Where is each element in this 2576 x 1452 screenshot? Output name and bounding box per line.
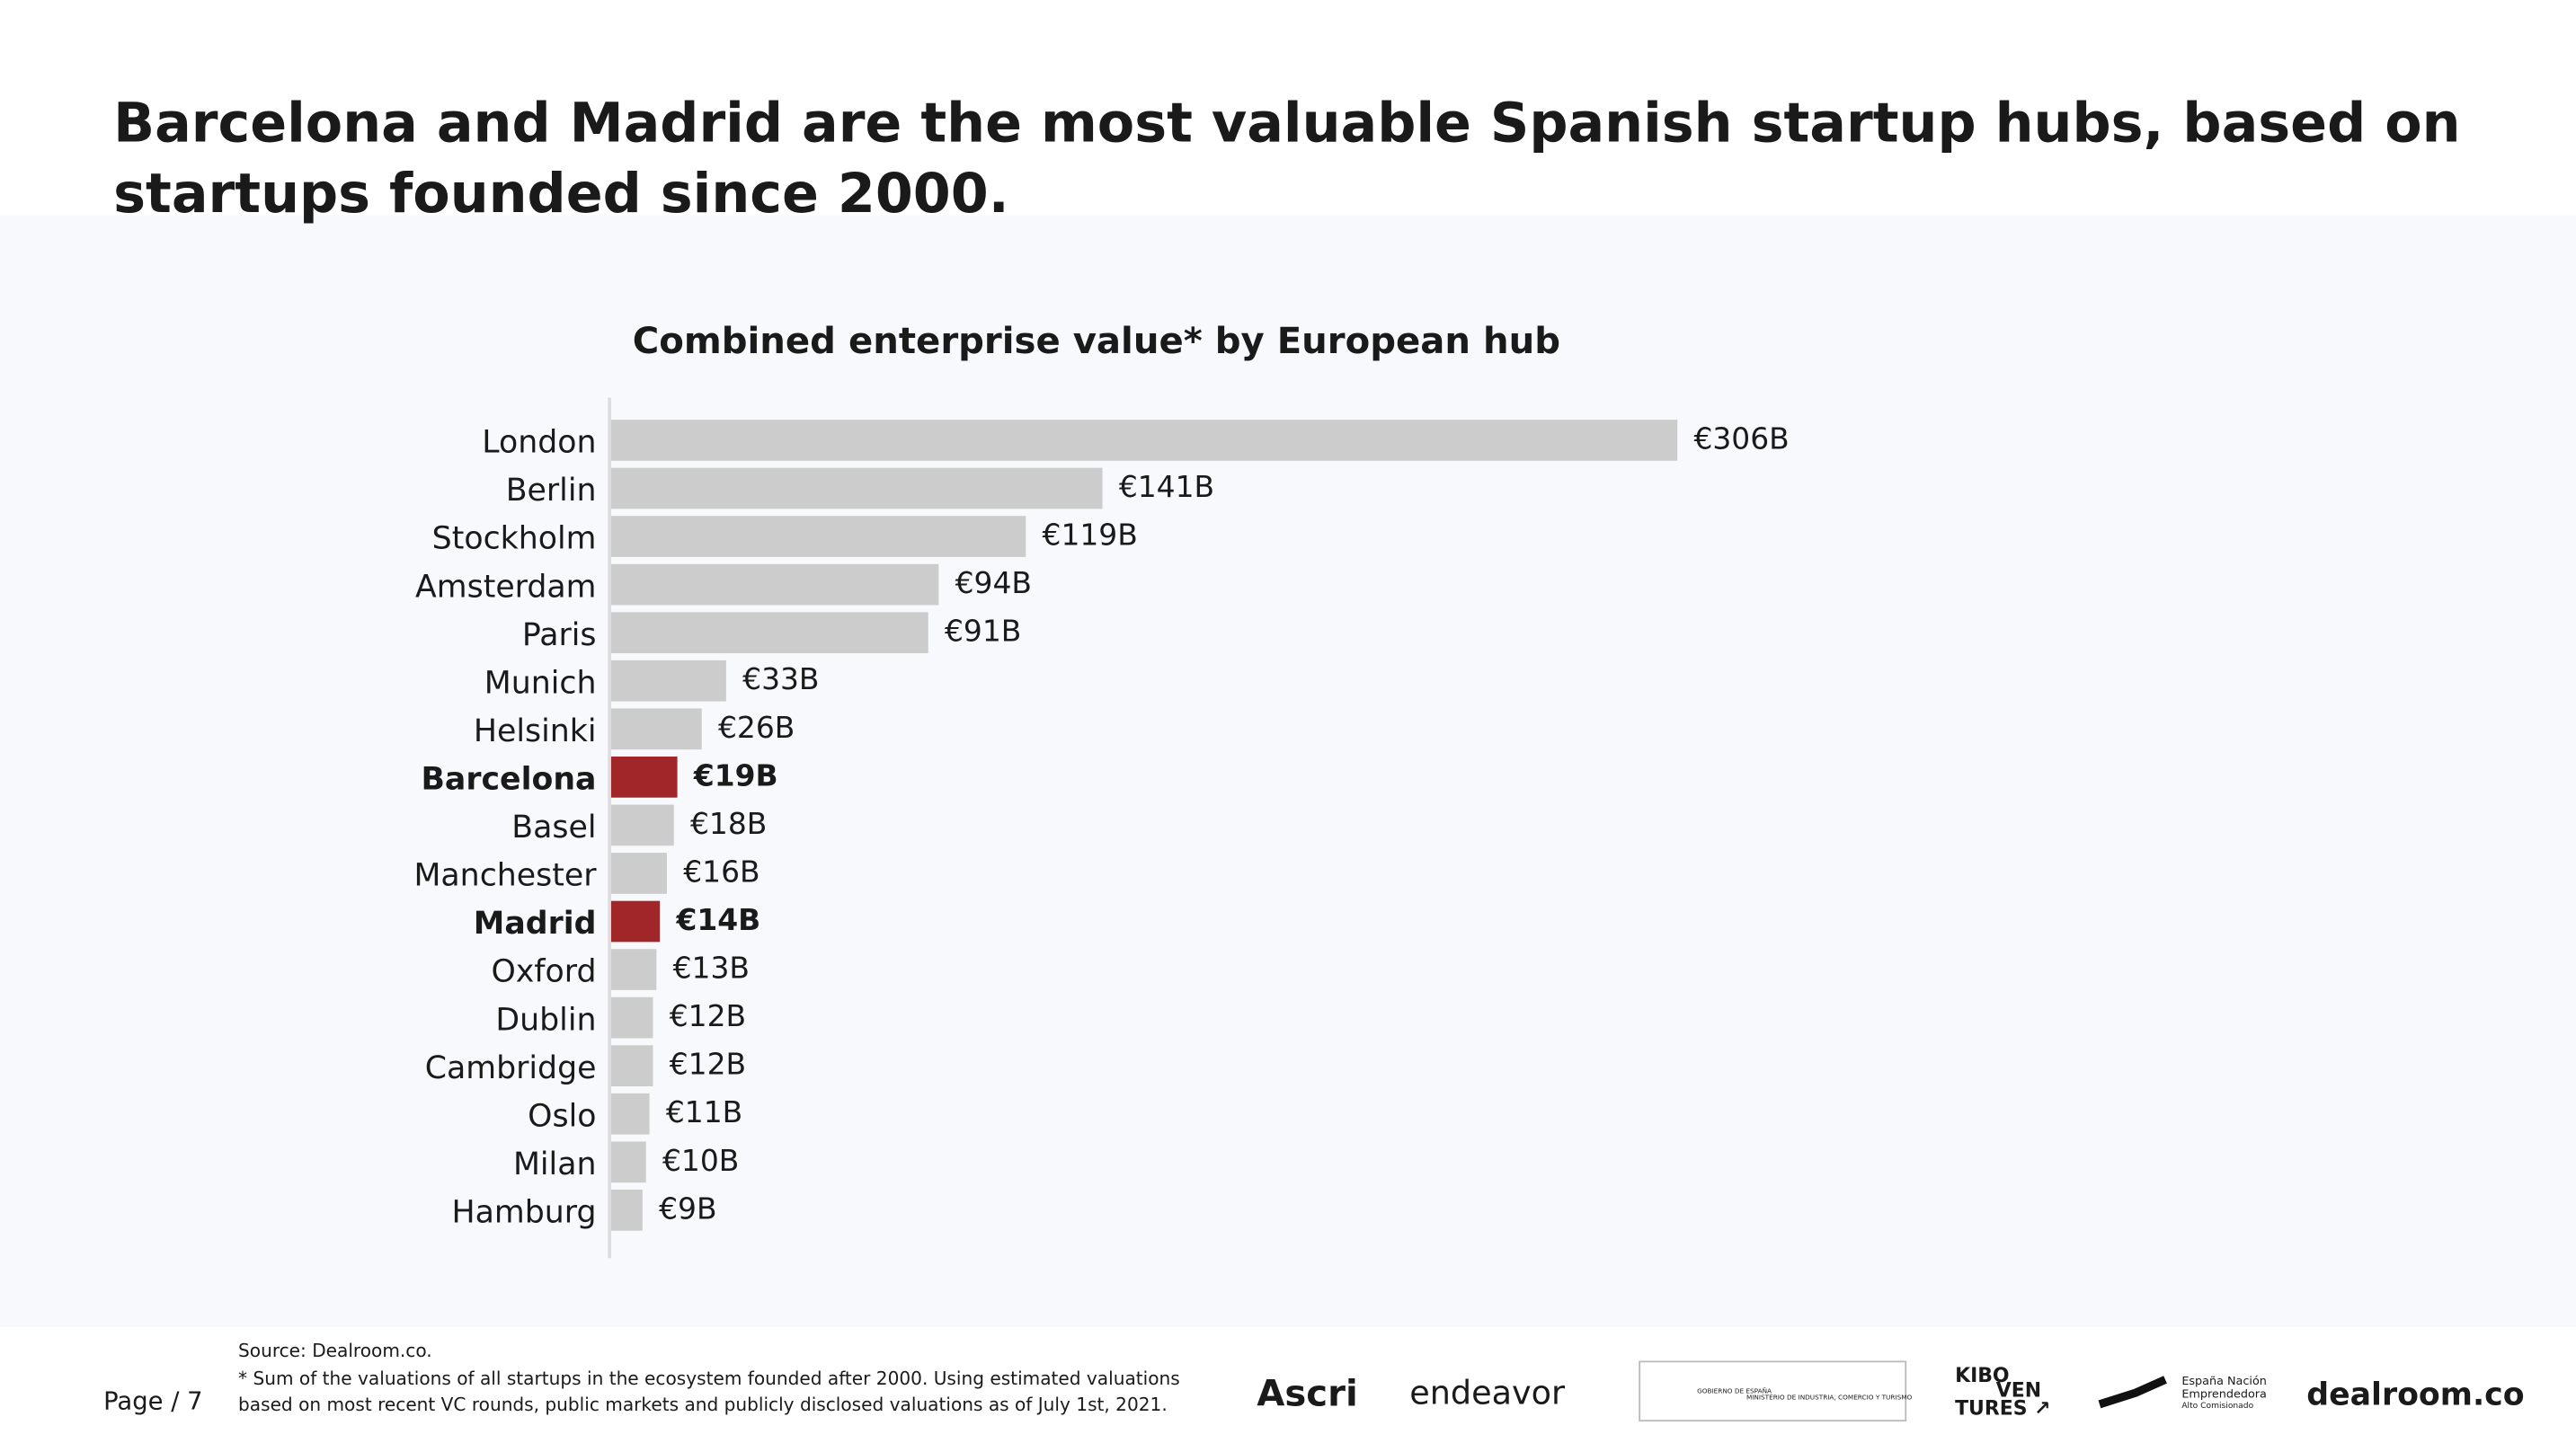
bar	[610, 660, 726, 702]
bar	[610, 853, 667, 894]
bar	[610, 516, 1026, 557]
bar	[610, 420, 1678, 461]
value-label: €10B	[662, 1143, 739, 1178]
value-label: €12B	[670, 1047, 746, 1082]
chart-title: Combined enterprise value* by European h…	[633, 321, 1560, 362]
bars: London €306B Berlin €141B Stockholm €119B Amst…	[413, 420, 1790, 1231]
value-label: €91B	[945, 614, 1021, 649]
page-title: startups founded since 2000.	[113, 163, 1009, 226]
logo: dealroom.co	[2306, 1377, 2524, 1413]
category-label: Madrid	[474, 906, 597, 942]
bar	[610, 708, 702, 750]
category-label: Berlin	[506, 473, 597, 509]
page-number: Page / 7	[103, 1388, 202, 1416]
bar	[610, 900, 661, 943]
bar	[610, 612, 928, 654]
logo: VEN	[1996, 1379, 2041, 1402]
category-label: Manchester	[413, 858, 597, 894]
value-label: €26B	[718, 710, 795, 745]
bar	[610, 756, 678, 798]
value-label: €119B	[1043, 518, 1138, 553]
bar	[610, 996, 653, 1039]
value-label: €19B	[693, 757, 778, 792]
value-label: €9B	[659, 1191, 716, 1226]
logo: GOBIERNO DE ESPAÑA	[1697, 1386, 1772, 1394]
logo: MINISTERIO DE INDUSTRIA, COMERCIO Y TURI…	[1746, 1394, 1913, 1402]
value-label: €14B	[675, 902, 760, 937]
value-label: €11B	[666, 1094, 742, 1129]
logo: KIBO	[1955, 1365, 2009, 1387]
value-label: €12B	[670, 998, 746, 1033]
category-label: Basel	[511, 810, 596, 846]
category-label: Oxford	[491, 954, 596, 990]
value-label: €16B	[683, 854, 759, 889]
bar	[610, 1093, 650, 1135]
note: based on most recent VC rounds, public m…	[238, 1394, 1168, 1415]
logo: Alto Comisionado	[2181, 1402, 2253, 1411]
logo: TURES ↗	[1955, 1397, 2050, 1420]
category-label: Paris	[522, 617, 597, 653]
bar	[610, 1189, 643, 1231]
logo: Ascri	[1257, 1374, 1357, 1415]
value-label: €141B	[1119, 469, 1214, 504]
bar	[610, 1141, 646, 1183]
bar	[610, 467, 1103, 509]
bar	[610, 1045, 653, 1087]
category-label: Cambridge	[425, 1050, 597, 1086]
category-label: London	[482, 425, 596, 461]
category-label: Amsterdam	[415, 569, 596, 605]
source: Source: Dealroom.co.	[238, 1340, 432, 1361]
page-title: Barcelona and Madrid are the most valuab…	[113, 92, 2460, 155]
value-label: €306B	[1693, 421, 1789, 456]
category-label: Hamburg	[452, 1194, 597, 1230]
category-label: Milan	[513, 1147, 597, 1182]
category-label: Oslo	[528, 1098, 596, 1134]
logo: Emprendedora	[2181, 1387, 2267, 1401]
logo: España Nación	[2181, 1375, 2267, 1388]
logo: endeavor	[1409, 1373, 1566, 1412]
value-label: €13B	[673, 951, 750, 986]
logo-arrow	[2098, 1376, 2167, 1409]
bar	[610, 949, 657, 990]
note: * Sum of the valuations of all startups …	[238, 1368, 1180, 1389]
bar	[610, 563, 939, 606]
category-label: Dublin	[495, 1002, 596, 1038]
category-label: Munich	[484, 665, 597, 701]
value-label: €18B	[690, 806, 767, 841]
bar	[610, 804, 674, 846]
category-label: Helsinki	[474, 713, 597, 749]
category-label: Stockholm	[432, 521, 597, 557]
value-label: €33B	[742, 661, 819, 696]
chart-panel	[0, 215, 2576, 1327]
category-label: Barcelona	[421, 762, 596, 798]
value-label: €94B	[955, 565, 1032, 600]
logo-box	[1639, 1360, 1907, 1422]
